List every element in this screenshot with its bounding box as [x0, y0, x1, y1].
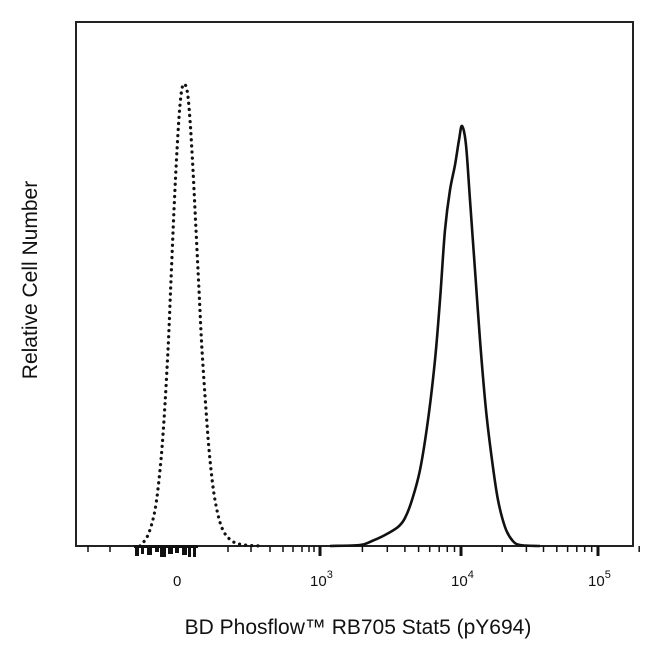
x-tick-label: 103 [310, 569, 333, 590]
x-tick-labels: 0 103 104 105 [173, 569, 611, 590]
x-tick-label: 0 [173, 573, 181, 590]
x-tick-label: 104 [451, 569, 474, 590]
x-major-ticks [318, 546, 600, 556]
zero-region-dense-ticks [134, 545, 198, 557]
solid-histogram-series [329, 124, 541, 548]
dotted-histogram-series [138, 82, 264, 548]
x-tick-label: 105 [588, 569, 611, 590]
x-minor-ticks [87, 546, 640, 552]
plot-frame [75, 21, 634, 547]
y-axis-title: Relative Cell Number [19, 181, 42, 379]
x-axis-title: BD Phosflow™ RB705 Stat5 (pY694) [185, 616, 532, 639]
